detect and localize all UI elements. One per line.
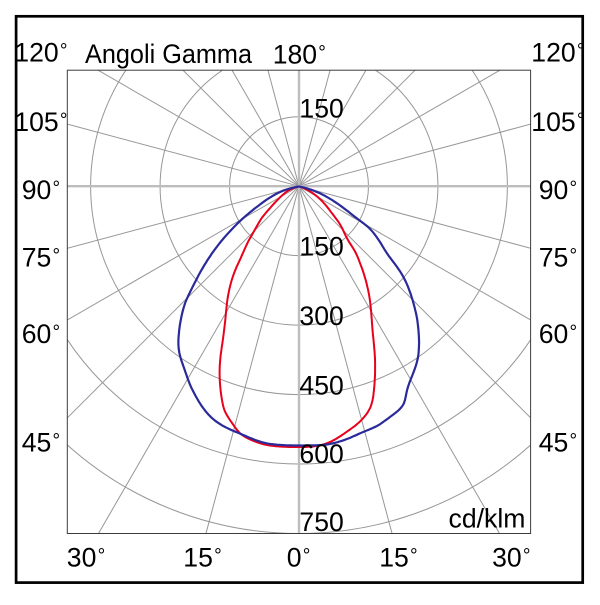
svg-text:750: 750 — [299, 507, 343, 537]
svg-text:150: 150 — [299, 94, 343, 124]
svg-text:105°: 105° — [531, 107, 584, 137]
svg-text:180°: 180° — [273, 40, 326, 70]
svg-text:120°: 120° — [531, 38, 584, 68]
svg-text:150: 150 — [299, 232, 343, 262]
svg-text:cd/klm: cd/klm — [449, 503, 526, 533]
svg-text:105°: 105° — [14, 107, 67, 137]
svg-text:300: 300 — [299, 301, 343, 331]
svg-text:450: 450 — [299, 371, 343, 401]
svg-text:600: 600 — [299, 439, 343, 469]
svg-text:Angoli Gamma: Angoli Gamma — [85, 39, 252, 69]
svg-text:0°: 0° — [287, 543, 311, 573]
svg-text:120°: 120° — [14, 38, 67, 68]
